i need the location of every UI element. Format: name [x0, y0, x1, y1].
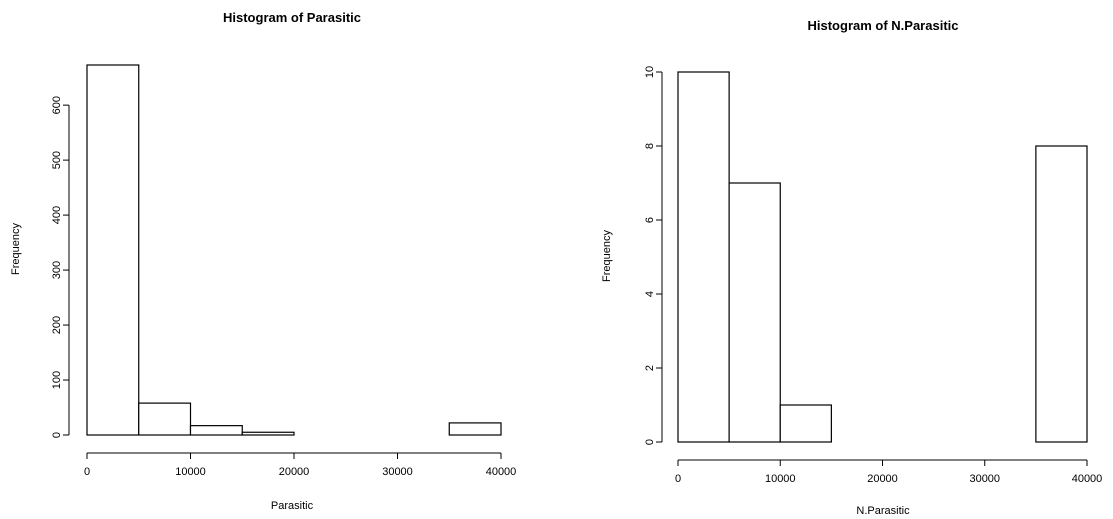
y-tick-label: 4 [644, 291, 656, 297]
histogram-bar [189, 425, 243, 436]
y-tick-label: 500 [51, 151, 63, 169]
histogram-bar [677, 71, 730, 443]
x-tick-label: 0 [675, 473, 681, 485]
x-tick-label: 40000 [486, 466, 517, 478]
chart-title: Histogram of Parasitic [223, 10, 361, 25]
x-axis-label: N.Parasitic [856, 505, 910, 517]
y-tick-label: 6 [644, 217, 656, 223]
y-tick-label: 0 [644, 439, 656, 445]
x-tick-label: 20000 [279, 466, 310, 478]
x-axis: 0 10000 20000 30000 40000 [675, 459, 1103, 485]
bar-group [677, 71, 1088, 443]
y-tick-label: 10 [644, 66, 656, 78]
histogram-bar [86, 64, 140, 436]
y-axis: 0 2 4 6 8 10 [644, 66, 663, 445]
y-tick-label: 200 [51, 316, 63, 334]
y-tick-label: 600 [51, 96, 63, 114]
y-tick-label: 2 [644, 365, 656, 371]
y-axis: 0 100 200 300 400 500 600 [51, 96, 70, 438]
x-tick-label: 20000 [867, 473, 898, 485]
y-tick-label: 0 [51, 432, 63, 438]
histogram-bar [448, 422, 502, 436]
x-tick-label: 10000 [175, 466, 206, 478]
y-axis-label: Frequency [601, 230, 613, 282]
x-axis-label: Parasitic [271, 500, 314, 512]
y-tick-label: 8 [644, 143, 656, 149]
histogram-panel-n-parasitic: Histogram of N.Parasitic 0 2 4 6 8 10 0 10000 2… [601, 18, 1102, 517]
bar-group [86, 64, 502, 436]
histogram-bar [138, 402, 192, 436]
histogram-bar [779, 404, 832, 443]
y-tick-label: 100 [51, 371, 63, 389]
y-tick-label: 300 [51, 261, 63, 279]
x-tick-label: 30000 [382, 466, 413, 478]
x-tick-label: 30000 [969, 473, 1000, 485]
histogram-bar [241, 431, 295, 436]
chart-title: Histogram of N.Parasitic [808, 18, 959, 33]
histogram-bar [728, 182, 781, 443]
y-tick-label: 400 [51, 206, 63, 224]
histogram-panel-parasitic: Histogram of Parasitic 0 100 200 300 400 500 6… [10, 10, 516, 512]
x-tick-label: 40000 [1072, 473, 1103, 485]
x-tick-label: 10000 [765, 473, 796, 485]
y-axis-label: Frequency [10, 223, 22, 275]
histogram-bar [1035, 145, 1088, 443]
x-tick-label: 0 [84, 466, 90, 478]
x-axis: 0 10000 20000 30000 40000 [84, 452, 517, 478]
